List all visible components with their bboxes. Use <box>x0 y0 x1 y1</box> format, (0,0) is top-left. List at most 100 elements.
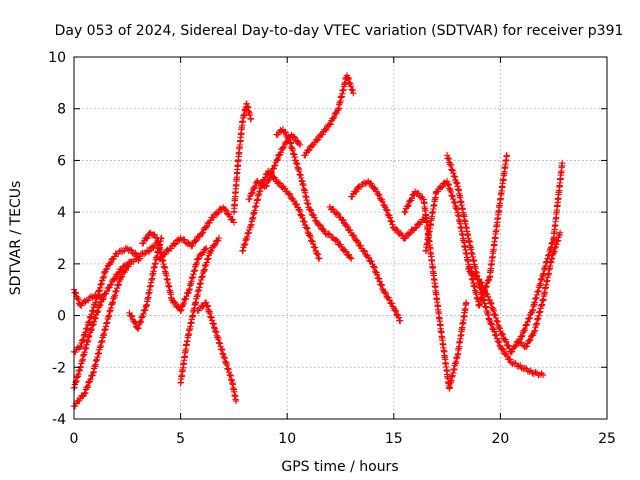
data-point <box>301 218 308 226</box>
data-point <box>311 244 319 251</box>
data-point <box>137 317 145 325</box>
data-point <box>102 266 110 273</box>
data-point <box>491 311 498 318</box>
y-tick-labels: -4 -2 0 2 4 6 8 10 <box>48 50 66 428</box>
data-point <box>258 179 265 186</box>
data-point <box>181 236 188 243</box>
data-point <box>392 226 400 233</box>
data-point <box>505 342 512 349</box>
data-point <box>350 90 357 97</box>
data-point <box>215 234 223 242</box>
data-point <box>484 290 491 298</box>
data-point <box>370 263 378 270</box>
data-point <box>476 301 483 308</box>
data-point <box>76 397 83 405</box>
data-point <box>373 271 381 278</box>
data-point <box>296 141 304 149</box>
data-point <box>276 180 284 187</box>
data-point <box>137 319 144 326</box>
data-point <box>519 342 527 349</box>
series-arc-21 <box>514 229 564 350</box>
data-point <box>519 332 526 339</box>
data-point <box>522 322 529 329</box>
data-point <box>488 321 495 328</box>
data-point <box>439 183 446 190</box>
data-point <box>307 207 315 214</box>
data-point <box>371 268 379 275</box>
data-point <box>350 232 358 240</box>
data-point <box>525 315 533 322</box>
series-arc-13 <box>273 126 355 262</box>
data-point <box>110 276 118 284</box>
data-point <box>195 307 203 314</box>
data-point <box>477 278 484 286</box>
data-point <box>450 169 457 177</box>
data-point <box>90 318 98 326</box>
data-point <box>496 325 504 332</box>
data-point <box>518 333 525 340</box>
data-point <box>214 210 221 217</box>
data-point <box>172 299 179 307</box>
data-point <box>523 343 531 350</box>
data-point <box>303 225 311 232</box>
data-point <box>507 348 515 356</box>
data-point <box>248 190 255 198</box>
data-point <box>405 202 412 209</box>
data-point <box>313 137 321 144</box>
data-point <box>500 346 507 354</box>
data-point <box>306 146 313 154</box>
data-point <box>85 379 92 386</box>
data-point <box>138 314 145 321</box>
x-axis-label: GPS time / hours <box>281 459 398 475</box>
data-point <box>192 238 199 245</box>
data-point <box>299 214 306 222</box>
data-point <box>297 211 304 218</box>
data-point <box>445 181 452 189</box>
data-point <box>214 237 222 244</box>
data-point <box>360 247 367 254</box>
x-tick-labels: 0 5 10 15 20 25 <box>70 431 616 447</box>
data-point <box>275 179 283 186</box>
data-point <box>367 180 374 187</box>
data-point <box>198 229 206 237</box>
data-point <box>263 182 270 190</box>
data-point <box>518 339 525 347</box>
data-point <box>123 262 130 270</box>
data-point <box>290 197 298 205</box>
data-point <box>523 321 531 328</box>
data-point <box>86 332 93 340</box>
data-point <box>310 141 318 149</box>
data-point <box>408 195 416 202</box>
data-point <box>103 265 111 273</box>
data-point <box>487 299 495 307</box>
data-point <box>468 268 476 275</box>
data-point <box>342 248 350 255</box>
data-point <box>128 247 135 254</box>
data-point <box>434 188 441 195</box>
data-point <box>445 154 452 162</box>
data-point <box>375 190 382 198</box>
data-point <box>222 207 230 214</box>
x-tick-label: 5 <box>176 431 185 447</box>
data-point <box>211 242 218 250</box>
data-point <box>80 336 87 343</box>
data-point <box>515 363 522 370</box>
data-point <box>506 356 514 363</box>
data-point <box>207 248 214 255</box>
data-point <box>85 333 93 340</box>
data-point <box>382 290 390 297</box>
series-arc-17 <box>401 188 470 392</box>
data-point <box>347 83 355 90</box>
data-point <box>259 182 267 189</box>
data-point <box>357 242 365 249</box>
data-point <box>448 192 455 199</box>
y-tick-label: 2 <box>57 257 66 273</box>
data-point <box>327 120 334 128</box>
data-point <box>498 330 506 337</box>
data-point <box>140 251 148 258</box>
data-point <box>319 131 326 138</box>
data-point <box>386 296 393 304</box>
data-point <box>346 79 353 86</box>
data-point <box>180 299 188 307</box>
data-point <box>407 229 414 237</box>
